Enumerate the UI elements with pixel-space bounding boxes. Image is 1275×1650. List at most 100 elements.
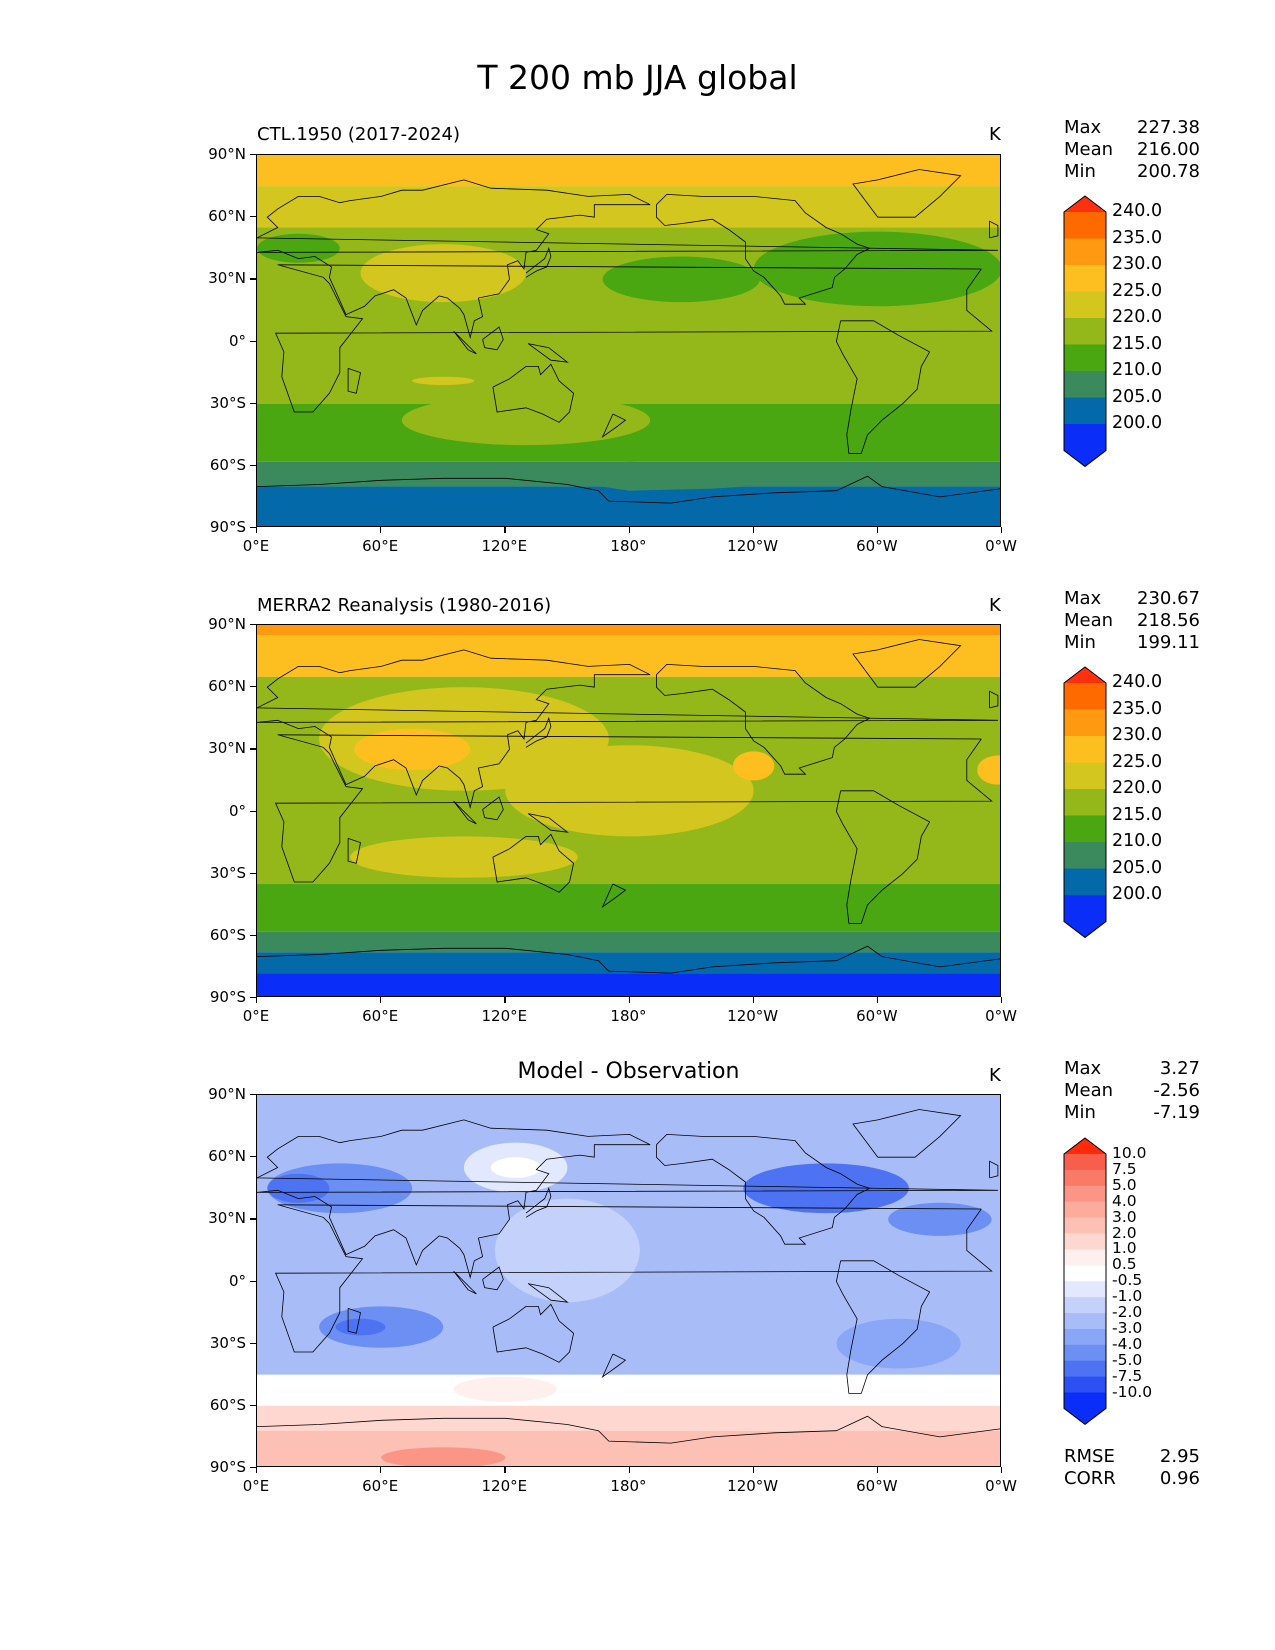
colorbar-segment bbox=[1064, 238, 1106, 266]
y-tick-label: 60°N bbox=[208, 207, 246, 226]
coastline bbox=[989, 1160, 999, 1179]
colorbar-segment bbox=[1064, 1281, 1106, 1298]
stat-label: Max bbox=[1064, 588, 1102, 609]
stat-label: Mean bbox=[1064, 139, 1114, 160]
colorbar-label: -2.0 bbox=[1112, 1303, 1143, 1321]
x-tick-mark bbox=[256, 997, 258, 1003]
x-tick-label: 120°E bbox=[481, 537, 528, 555]
units-label: K bbox=[989, 124, 1001, 145]
y-tick-label: 30°S bbox=[209, 1333, 246, 1352]
stat-label: Max bbox=[1064, 117, 1102, 138]
colorbar-label: -1.0 bbox=[1112, 1287, 1143, 1306]
colorbar-segment bbox=[1064, 1376, 1106, 1393]
stat-value: 216.00 bbox=[1137, 139, 1200, 160]
stat-rmse: RMSE 2.95 bbox=[1064, 1446, 1200, 1468]
stat-mean: Mean -2.56 bbox=[1064, 1080, 1200, 1102]
coastline bbox=[656, 663, 871, 775]
x-tick-mark bbox=[752, 1467, 754, 1473]
stat-label: Mean bbox=[1064, 1080, 1114, 1101]
y-tick-mark bbox=[250, 1156, 256, 1158]
y-tick-mark bbox=[250, 997, 256, 999]
x-tick-mark bbox=[876, 1467, 879, 1473]
y-tick-label: 90°N bbox=[208, 145, 246, 163]
colorbar-label: 200.0 bbox=[1112, 884, 1163, 904]
panel-title: CTL.1950 (2017-2024) bbox=[257, 124, 461, 145]
colorbar-label: 235.0 bbox=[1112, 227, 1163, 248]
x-tick-mark bbox=[1001, 997, 1003, 1003]
panel-title: Model - Observation bbox=[517, 1059, 740, 1084]
colorbar-label: 0.5 bbox=[1112, 1255, 1137, 1274]
x-tick-mark bbox=[752, 997, 754, 1003]
y-tick-mark bbox=[250, 154, 256, 156]
stat-value: 2.95 bbox=[1159, 1446, 1200, 1467]
stat-corr: CORR 0.96 bbox=[1064, 1468, 1200, 1490]
coastline bbox=[257, 945, 1000, 974]
colorbar-label: 210.0 bbox=[1112, 831, 1163, 851]
europe-cool-region bbox=[257, 233, 340, 263]
stat-min: Min 199.11 bbox=[1064, 632, 1200, 654]
coastline bbox=[656, 193, 871, 305]
colorbar-segment bbox=[1064, 1360, 1106, 1378]
stats-box: Max 227.38 Mean 216.00 Min 200.78 bbox=[1064, 117, 1200, 183]
coastline bbox=[525, 1187, 552, 1218]
colorbar-label: 4.0 bbox=[1112, 1191, 1137, 1210]
coastline bbox=[492, 833, 575, 893]
colorbar-segment bbox=[1064, 424, 1106, 451]
x-tick-mark bbox=[504, 1467, 506, 1473]
colorbar-label: 7.5 bbox=[1112, 1159, 1137, 1178]
colorbar-segment bbox=[1064, 1185, 1106, 1203]
pacific-weak-anomaly bbox=[494, 1198, 640, 1303]
x-tick-label: 0°E bbox=[242, 537, 270, 555]
colorbar-graphic bbox=[1063, 666, 1107, 939]
y-tick-label: 60°N bbox=[208, 1147, 246, 1166]
y-tick-mark bbox=[250, 1094, 256, 1096]
stat-label: Max bbox=[1064, 1058, 1102, 1079]
colorbar-segment bbox=[1064, 1344, 1106, 1362]
y-tick-label: 90°S bbox=[209, 988, 246, 1006]
x-tick-label: 120°E bbox=[481, 1477, 528, 1495]
x-tick-label: 60°W bbox=[856, 537, 898, 555]
x-tick-label: 60°W bbox=[856, 1477, 898, 1495]
map-observation bbox=[256, 624, 1001, 997]
x-tick-mark bbox=[380, 527, 382, 533]
x-tick-label: 0°W bbox=[985, 537, 1017, 555]
y-tick-label: 60°S bbox=[209, 925, 246, 944]
y-tick-mark bbox=[250, 1404, 256, 1407]
difference-band bbox=[257, 1430, 1000, 1466]
coastline bbox=[453, 800, 477, 825]
colorbar-label: 215.0 bbox=[1112, 333, 1163, 354]
x-tick-label: 180° bbox=[610, 537, 647, 555]
colorbar-label: 10.0 bbox=[1112, 1144, 1147, 1162]
x-tick-label: 60°W bbox=[856, 1007, 898, 1025]
colorbar-extend-max bbox=[1064, 1138, 1106, 1154]
x-tick-mark bbox=[256, 1467, 258, 1473]
colorbar-graphic bbox=[1063, 195, 1107, 468]
colorbar-extend-max bbox=[1064, 667, 1106, 683]
stats-box: Max 230.67 Mean 218.56 Min 199.11 bbox=[1064, 588, 1200, 654]
y-tick-label: 90°N bbox=[208, 1085, 246, 1103]
difference-band bbox=[257, 1374, 1000, 1406]
coastline bbox=[527, 813, 569, 833]
colorbar-segment bbox=[1064, 815, 1106, 843]
colorbar-segment bbox=[1064, 1169, 1106, 1187]
coastline bbox=[852, 639, 962, 688]
coastline bbox=[257, 1119, 998, 1279]
stats-box: Max 3.27 Mean -2.56 Min -7.19 bbox=[1064, 1058, 1200, 1124]
stat-value: 200.78 bbox=[1137, 161, 1200, 182]
colorbar-segment bbox=[1064, 212, 1106, 239]
colorbar-segment bbox=[1064, 1392, 1106, 1409]
temperature-band bbox=[257, 625, 1000, 636]
coastline bbox=[525, 247, 552, 278]
x-tick-mark bbox=[628, 997, 630, 1003]
strong-south-indian-anomaly bbox=[335, 1318, 386, 1336]
page-title: T 200 mb JJA global bbox=[477, 58, 798, 97]
y-tick-label: 60°N bbox=[208, 677, 246, 696]
stat-label: RMSE bbox=[1064, 1446, 1115, 1467]
stat-max: Max 230.67 bbox=[1064, 588, 1200, 610]
coastline bbox=[835, 1260, 931, 1394]
americas-region bbox=[753, 728, 1000, 853]
difference-band bbox=[257, 1405, 1000, 1431]
coastline bbox=[347, 1308, 361, 1334]
x-tick-label: 0°E bbox=[242, 1007, 270, 1025]
stat-value: 227.38 bbox=[1137, 117, 1200, 138]
